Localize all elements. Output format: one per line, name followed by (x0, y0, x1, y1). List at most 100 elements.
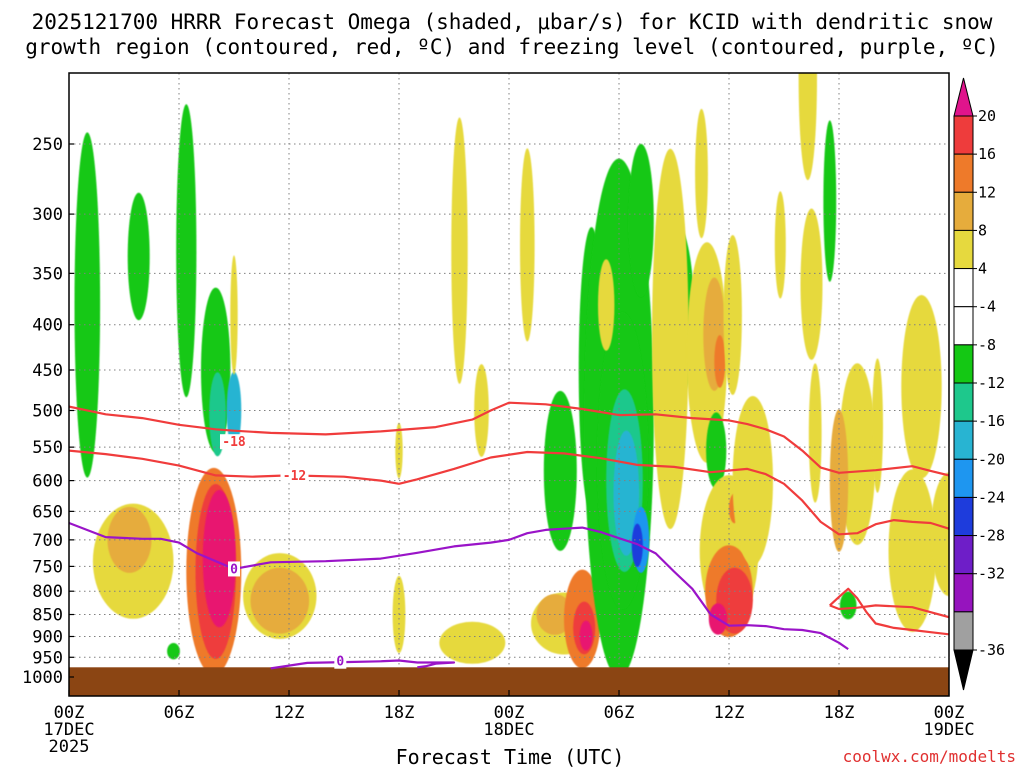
omega-cell (808, 363, 822, 503)
omega-cell (167, 643, 180, 660)
x-axis-label: Forecast Time (UTC) (396, 745, 625, 768)
contours: -18 -12 0 0 (69, 401, 949, 670)
colorbar-swatch (953, 458, 974, 498)
omega-cell (695, 108, 708, 239)
contour-label: -18 (222, 435, 246, 450)
omega-cell (706, 412, 727, 489)
x-tick-label: 12Z (274, 703, 305, 723)
x-tick-label: 18Z (384, 703, 415, 723)
x-tick-label: 00Z (54, 703, 85, 723)
colorbar-swatch (953, 382, 974, 422)
colorbar-label: -32 (978, 565, 1005, 583)
omega-cell (439, 621, 506, 664)
x-tick-label: 17DEC (43, 720, 94, 740)
x-tick-label: 06Z (164, 703, 195, 723)
colorbar-label: -36 (978, 641, 1005, 659)
colorbar-label: -24 (978, 488, 1005, 506)
chart-title-line-1: 2025121700 HRRR Forecast Omega (shaded, … (32, 10, 993, 34)
contour-label: -12 (283, 469, 306, 484)
y-tick-label: 500 (32, 402, 63, 422)
colorbar-swatch (953, 535, 974, 575)
omega-cell (930, 472, 949, 597)
omega-shading (74, 73, 949, 678)
y-tick-label: 350 (32, 264, 63, 284)
omega-cell (723, 235, 742, 395)
omega-cell (202, 489, 236, 628)
omega-cell (451, 117, 468, 384)
plot-area: -18 -12 0 0 (69, 73, 949, 696)
omega-cell (800, 208, 823, 360)
x-tick-label: 12Z (714, 703, 745, 723)
y-tick-label: 750 (32, 557, 63, 577)
omega-cell (543, 390, 577, 551)
contour-label: 0 (336, 655, 344, 670)
colorbar-label: 8 (978, 221, 987, 239)
x-tick-label: 19DEC (923, 720, 974, 740)
colorbar-swatch (953, 115, 974, 155)
credit-link[interactable]: coolwx.com/modelts (843, 747, 1016, 766)
colorbar-label: 4 (978, 260, 987, 278)
omega-cell (652, 148, 689, 529)
colorbar-swatch (953, 573, 974, 613)
omega-cell (598, 259, 615, 351)
colorbar-label: 16 (978, 145, 996, 163)
colorbar-label: 12 (978, 183, 996, 201)
omega-cell (628, 143, 654, 298)
omega-cell (395, 422, 403, 479)
chart-title-line-2: growth region (contoured, red, ºC) and f… (25, 35, 999, 59)
colorbar-swatch (953, 191, 974, 231)
colorbar-label: -8 (978, 336, 996, 354)
y-tick-label: 650 (32, 502, 63, 522)
y-tick-label: 300 (32, 205, 63, 225)
x-tick-label: 00Z (494, 703, 525, 723)
omega-cell (579, 620, 593, 651)
contour-line (829, 604, 949, 619)
colorbar-label: -12 (978, 374, 1005, 392)
omega-cell (176, 104, 197, 398)
contour-line (270, 659, 456, 670)
omega-cell (127, 192, 150, 321)
omega-cell (74, 132, 101, 478)
contour-line (829, 587, 949, 636)
omega-cell (250, 567, 310, 634)
omega-cell (839, 363, 876, 545)
colorbar-swatch (953, 496, 974, 537)
omega-cell (872, 358, 883, 493)
colorbar-swatch (953, 611, 974, 651)
contour-line (69, 521, 849, 651)
x-tick-label: 06Z (604, 703, 635, 723)
x-tick-label: 2025 (49, 737, 90, 757)
omega-cell (901, 295, 942, 479)
contour-label-bg (280, 468, 309, 484)
y-tick-label: 900 (32, 627, 63, 647)
y-tick-label: 850 (32, 606, 63, 626)
colorbar-swatch (953, 306, 974, 346)
colorbar-swatch (953, 420, 974, 460)
colorbar-swatch (953, 268, 974, 308)
y-tick-label: 700 (32, 531, 63, 551)
y-tick-label: 550 (32, 438, 63, 458)
contour-label: 0 (230, 562, 238, 577)
colorbar-bottom-arrow (953, 649, 974, 691)
contour-label-bg (334, 653, 347, 669)
y-tick-label: 1000 (22, 668, 63, 688)
colorbar-label: -28 (978, 527, 1005, 545)
colorbar-label: -20 (978, 450, 1005, 468)
colorbar-label: -4 (978, 298, 996, 316)
contour-label-bg (220, 434, 248, 450)
y-tick-label: 250 (32, 135, 63, 155)
colorbar: 20 16 12 8 4 -4 -8 -12 -16 -20 -24 -28 -32 -36 (953, 77, 1005, 691)
omega-cell (520, 148, 535, 342)
omega-cell (230, 255, 238, 375)
y-tick-label: 450 (32, 361, 63, 381)
y-tick-label: 600 (32, 472, 63, 492)
contour-label-bg (228, 561, 240, 577)
omega-cell (732, 396, 773, 566)
omega-cell (774, 191, 786, 299)
y-tick-label: 950 (32, 648, 63, 668)
contour-line (69, 401, 949, 477)
colorbar-swatch (953, 229, 974, 270)
omega-cell (823, 120, 837, 282)
